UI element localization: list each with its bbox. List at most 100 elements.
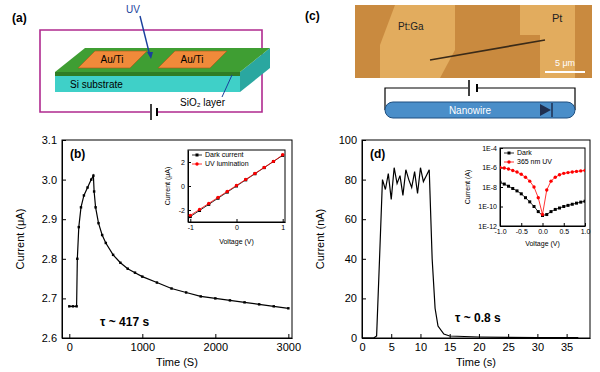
tick: 0 xyxy=(235,219,239,231)
marker xyxy=(244,178,247,181)
marker xyxy=(83,194,85,196)
tick: 15 xyxy=(444,334,456,353)
oxide-front xyxy=(55,72,240,76)
tick-label: 40 xyxy=(345,253,357,265)
marker xyxy=(198,208,201,211)
tick-mark xyxy=(188,210,191,211)
tick-label: 5 xyxy=(389,341,395,353)
marker xyxy=(516,189,519,192)
marker xyxy=(537,196,540,199)
tick-mark xyxy=(543,223,544,226)
marker xyxy=(515,170,518,173)
marker xyxy=(524,176,527,179)
marker xyxy=(575,170,578,173)
marker xyxy=(72,305,74,307)
tick-mark xyxy=(362,140,366,141)
tick-label: 1E-12 xyxy=(478,223,497,230)
contact-pad xyxy=(380,5,455,78)
series-line xyxy=(190,155,282,216)
tick-label: 0 xyxy=(359,341,365,353)
tick: 30 xyxy=(532,334,544,353)
tick: 1E-12 xyxy=(478,223,503,230)
series-line xyxy=(500,182,585,215)
marker xyxy=(545,188,548,191)
tick-label: 25 xyxy=(503,341,515,353)
marker xyxy=(226,191,229,194)
marker xyxy=(503,166,506,169)
tick-mark xyxy=(391,334,392,338)
tick: 0 xyxy=(181,183,191,190)
tick: 2000 xyxy=(204,334,228,353)
tick-label: 1E-8 xyxy=(482,184,497,191)
x-axis-title: Voltage (V) xyxy=(525,240,560,248)
marker xyxy=(253,172,256,175)
marker xyxy=(541,213,544,216)
marker xyxy=(263,166,266,169)
tick-mark xyxy=(142,334,143,338)
marker xyxy=(263,166,266,169)
arrow-head xyxy=(147,52,153,59)
tick-mark xyxy=(62,140,66,141)
layer-arrow xyxy=(222,75,232,97)
tick: 1.0 xyxy=(581,223,591,235)
tick: -2 xyxy=(179,207,191,214)
tick-label: 0 xyxy=(235,224,239,231)
contact-pad xyxy=(520,5,575,78)
marker xyxy=(78,226,80,228)
legend-line xyxy=(192,155,202,156)
tick-label: 20 xyxy=(473,341,485,353)
marker xyxy=(281,154,284,157)
marker xyxy=(532,185,535,188)
scale-bar xyxy=(545,71,585,73)
marker xyxy=(235,185,238,188)
y-axis: -2 0 2 xyxy=(179,151,191,223)
figure: Au/TiAu/TiUVSi substrateSiO₂ layer(a)Pt:… xyxy=(0,0,600,372)
tick: 40 xyxy=(345,253,366,265)
tick-mark xyxy=(62,259,66,260)
tick-label: 30 xyxy=(532,341,544,353)
battery-plate xyxy=(156,108,158,116)
tick-label: 60 xyxy=(345,213,357,225)
marker xyxy=(562,205,565,208)
marker xyxy=(528,200,531,203)
tick: 0 xyxy=(351,332,366,344)
marker xyxy=(537,210,540,213)
chart: -1.0-0.50.00.51.01E-121E-101E-81E-61E-4V… xyxy=(464,145,590,248)
tick: 20 xyxy=(345,292,366,304)
annotation: τ ~ 0.8 s xyxy=(455,311,501,325)
tick-label: -1 xyxy=(188,224,194,231)
tick: 100 xyxy=(339,134,366,146)
marker xyxy=(244,178,247,181)
annotation: τ ~ 417 s xyxy=(100,315,149,329)
plot-frame xyxy=(188,150,285,222)
tick: 3.0 xyxy=(42,174,66,186)
legend-marker xyxy=(507,160,510,163)
chart: 01000200030002.62.72.82.93.03.1Time (S)C… xyxy=(14,134,301,368)
legend-line xyxy=(504,153,514,154)
tick: 35 xyxy=(561,334,573,353)
marker xyxy=(86,186,88,188)
tick-label: 2 xyxy=(181,159,185,166)
marker xyxy=(583,169,585,172)
electrode xyxy=(158,51,227,68)
legend-marker xyxy=(195,162,198,165)
tick-mark xyxy=(188,162,191,163)
tick-label: 1 xyxy=(281,224,285,231)
marker xyxy=(533,205,536,208)
marker xyxy=(258,303,260,305)
background xyxy=(0,0,600,372)
tick-mark xyxy=(62,298,66,299)
marker xyxy=(584,200,586,203)
substrate-front xyxy=(55,76,240,92)
legend-label: Dark xyxy=(517,149,532,156)
marker xyxy=(566,171,569,174)
x-axis-title: Time (s) xyxy=(456,356,496,368)
tick-mark xyxy=(362,298,366,299)
light-arrow xyxy=(140,16,150,56)
tick-mark xyxy=(62,180,66,181)
plot-area xyxy=(500,166,585,217)
tick-label: 3000 xyxy=(277,341,301,353)
diode-bar xyxy=(551,103,553,117)
tick-label: 0 xyxy=(67,341,73,353)
y-axis-title: Current (nA) xyxy=(314,209,326,270)
